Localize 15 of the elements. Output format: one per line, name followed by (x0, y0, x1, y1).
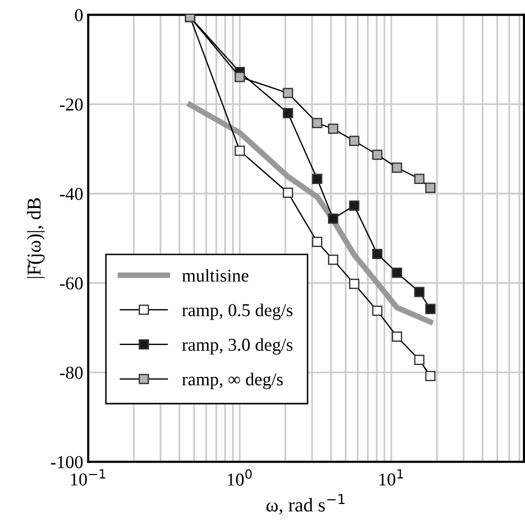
y-tick-label: 0 (75, 9, 83, 22)
legend-label: ramp, 3.0 deg/s (182, 338, 292, 355)
x-tick-label: 10$^{−1}$ (71, 469, 106, 486)
x-tick-label: 10$^{0}$ (228, 469, 252, 486)
y-tick-label: -80 (60, 366, 83, 379)
y-tick-label: -40 (60, 188, 83, 200)
legend-label: multisine (182, 269, 248, 282)
legend-label: ramp, ∞ deg/s (182, 372, 283, 390)
y-tick-label: -100 (50, 456, 83, 468)
x-tick-label: 10$^{1}$ (379, 469, 403, 486)
y-axis-title: |F̄(jω)|, dB (27, 198, 45, 278)
y-tick-label: -20 (60, 98, 83, 111)
legend-label: ramp, 0.5 deg/s (182, 304, 292, 320)
x-axis-title: ω, rad s$^{−1}$ (266, 494, 344, 514)
y-tick-label: -60 (60, 277, 83, 290)
